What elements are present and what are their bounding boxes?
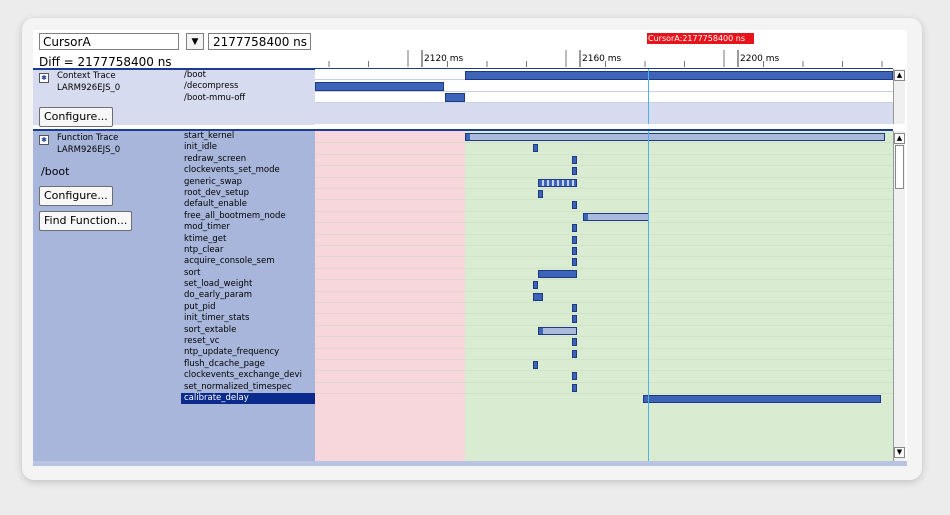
context-bar-boot[interactable] [465,71,893,80]
function-bar[interactable] [533,361,538,369]
function-row-label[interactable]: redraw_screen [184,153,247,164]
function-bar[interactable] [643,395,881,403]
function-row-label[interactable]: calibrate_delay [181,392,315,405]
context-scrollbar[interactable]: ▲ [893,69,905,124]
find-function-button[interactable]: Find Function... [39,211,133,231]
function-bar[interactable] [538,327,577,335]
context-bar-boot-mmu-off[interactable] [445,93,465,102]
function-row-label[interactable]: clockevents_exchange_devi [184,370,302,381]
function-row-label[interactable]: set_load_weight [184,279,253,290]
diff-label: Diff = 2177758400 ns [39,55,172,69]
function-bar[interactable] [572,167,577,175]
trace-panel: CursorA ▼ 2177758400 ns Diff = 217775840… [33,30,907,466]
cursor-a-flag[interactable]: CursorA:2177758400 ns [647,33,754,44]
function-context-label: /boot [41,165,70,178]
function-bar[interactable] [572,156,577,164]
function-row-label[interactable]: generic_swap [184,176,243,187]
function-row-label[interactable]: put_pid [184,301,216,312]
row-gridlines [315,142,893,394]
scroll-down-icon[interactable]: ▼ [894,447,905,458]
function-bar[interactable] [572,350,577,358]
function-name-list: start_kernel init_idle redraw_screen clocke… [181,131,315,461]
context-timeline[interactable] [315,69,893,125]
function-row-label[interactable]: acquire_console_sem [184,256,275,267]
function-row-label[interactable]: do_early_param [184,290,253,301]
function-bar[interactable] [572,201,577,209]
function-row-label[interactable]: sort_extable [184,324,237,335]
function-trace-core: LARM926EJS_0 [57,145,121,155]
function-bar[interactable] [533,293,543,301]
function-bar[interactable] [538,179,577,187]
tick-label-2120: 2120 ms [424,54,464,64]
function-timeline[interactable] [315,131,893,461]
function-bar[interactable] [465,133,885,141]
function-row-label[interactable]: flush_dcache_page [184,358,265,369]
function-row-label[interactable]: set_normalized_timespec [184,381,292,392]
function-bar[interactable] [572,384,577,392]
function-bar[interactable] [572,224,577,232]
context-trace-header: ✱ Context Trace LARM926EJS_0 Configure..… [33,70,181,127]
function-bar[interactable] [538,270,577,278]
function-bar[interactable] [572,236,577,244]
function-row-label[interactable]: ntp_clear [184,244,224,255]
context-trace-core: LARM926EJS_0 [57,83,121,93]
context-name-list: /boot /decompress /boot-mmu-off [181,70,315,125]
function-trace-header: ✱ Function Trace LARM926EJS_0 /boot Conf… [33,131,181,461]
tick-label-2200: 2200 ms [740,54,780,64]
region-before-cursor [315,131,465,461]
function-bar[interactable] [572,338,577,346]
function-bar[interactable] [533,281,538,289]
pin-icon[interactable]: ✱ [39,73,49,83]
cursor-a-line [648,69,649,124]
function-row-label[interactable]: free_all_bootmem_node [184,210,286,221]
scroll-up-icon[interactable]: ▲ [894,133,905,144]
function-scrollbar[interactable]: ▲ ▼ [893,131,905,461]
section-divider [33,129,893,131]
function-bar[interactable] [538,190,543,198]
function-row-label[interactable]: clockevents_set_mode [184,165,280,176]
function-configure-button[interactable]: Configure... [39,186,113,206]
function-row-label[interactable]: sort [184,267,201,278]
function-bar[interactable] [583,213,649,221]
ruler-ticks: 2120 ms 2160 ms 2200 ms [328,50,883,67]
function-row-label[interactable]: start_kernel [184,131,235,141]
function-row-label[interactable]: ntp_update_frequency [184,347,280,358]
cursor-a-line [648,131,649,461]
pin-icon[interactable]: ✱ [39,135,49,145]
function-row-label[interactable]: init_idle [184,142,218,153]
function-row-label[interactable]: init_timer_stats [184,313,250,324]
scrollbar-thumb[interactable] [895,145,904,189]
context-bar-decompress[interactable] [315,82,444,91]
tick-label-2160: 2160 ms [582,54,622,64]
function-row-label[interactable]: root_dev_setup [184,187,249,198]
cursor-time-field[interactable]: 2177758400 ns [208,33,311,50]
function-row-label[interactable]: ktime_get [184,233,227,244]
function-row-label[interactable]: mod_timer [184,222,230,233]
function-row-label[interactable]: default_enable [184,199,247,210]
function-bar[interactable] [572,315,577,323]
function-trace-title: Function Trace [57,133,119,143]
function-bar[interactable] [533,144,538,152]
function-bar[interactable] [572,372,577,380]
scroll-up-icon[interactable]: ▲ [894,70,905,81]
function-bar[interactable] [572,304,577,312]
context-trace-title: Context Trace [57,71,116,81]
cursor-select[interactable]: CursorA [39,33,179,50]
bottom-scroll-strip[interactable] [33,461,907,466]
time-ruler[interactable]: 2120 ms 2160 ms 2200 ms CursorA:21777584… [315,30,893,69]
function-bar[interactable] [572,258,577,266]
function-row-label[interactable]: reset_vc [184,336,220,347]
context-row-label[interactable]: /boot-mmu-off [184,92,246,103]
function-bar[interactable] [572,247,577,255]
context-row-label[interactable]: /boot [184,70,206,80]
cursor-dropdown-button[interactable]: ▼ [186,33,204,50]
context-row-label[interactable]: /decompress [184,81,239,92]
chevron-down-icon: ▼ [191,37,199,47]
context-configure-button[interactable]: Configure... [39,107,113,127]
